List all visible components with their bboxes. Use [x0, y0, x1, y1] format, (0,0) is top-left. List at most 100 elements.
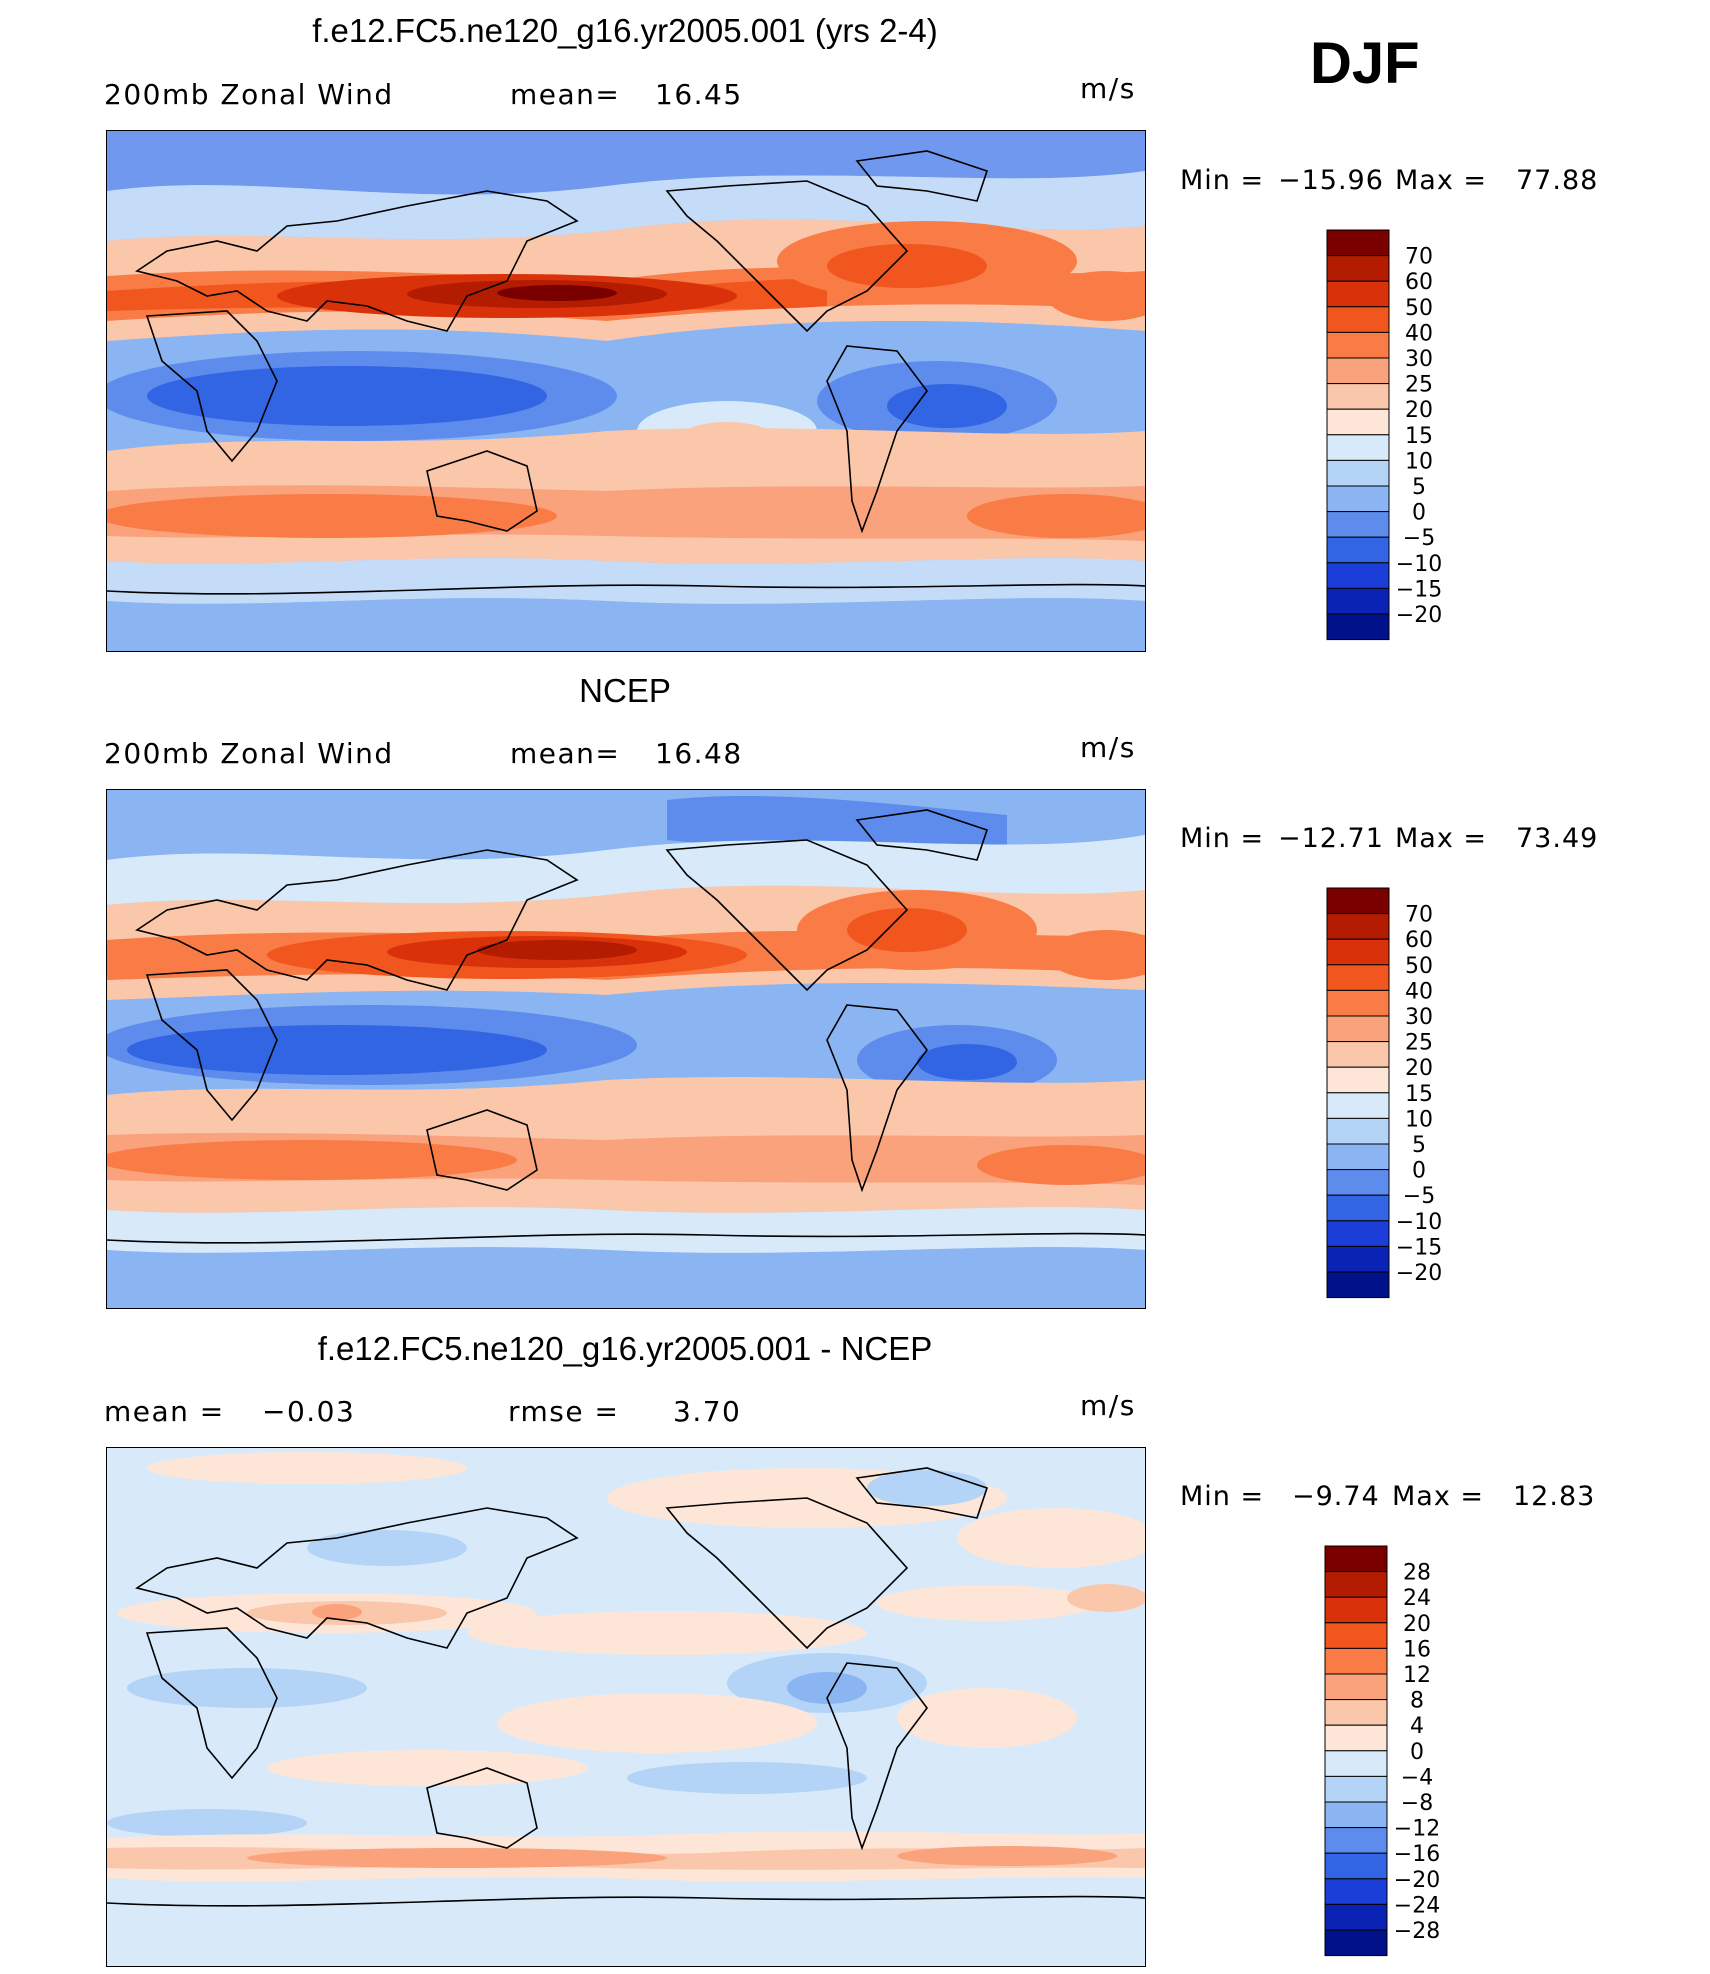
colorbar-swatch: [1326, 1041, 1390, 1068]
colorbar-label: 15: [1405, 1082, 1433, 1107]
colorbar-label: −4: [1401, 1765, 1433, 1790]
colorbar-label: −10: [1396, 552, 1442, 577]
panel-1-mean-label: mean=: [510, 78, 621, 111]
colorbar-label: 16: [1403, 1637, 1431, 1662]
colorbar-swatch: [1326, 1245, 1390, 1273]
colorbar-swatch: [1324, 1852, 1388, 1880]
colorbar-label: −15: [1396, 577, 1442, 602]
colorbar-label: 30: [1405, 1005, 1433, 1030]
colorbar-label: −20: [1394, 1868, 1440, 1893]
colorbar-label: 10: [1405, 449, 1433, 474]
colorbar-swatch: [1326, 587, 1390, 615]
colorbar-swatch: [1326, 913, 1390, 940]
panel-3-title: f.e12.FC5.ne120_g16.yr2005.001 - NCEP: [317, 1330, 933, 1367]
panel-3-units: m/s: [1080, 1389, 1136, 1422]
colorbar-label: 4: [1410, 1714, 1424, 1739]
colorbar-swatch: [1326, 1092, 1390, 1119]
colorbar-label: −8: [1401, 1791, 1433, 1816]
colorbar-swatch: [1326, 434, 1390, 461]
colorbar-swatch: [1326, 536, 1390, 564]
colorbar-swatch: [1326, 1015, 1390, 1043]
colorbar-swatch: [1326, 459, 1390, 487]
colorbar-label: −20: [1396, 603, 1442, 628]
colorbar-swatch: [1326, 562, 1390, 589]
colorbar-label: 30: [1405, 347, 1433, 372]
colorbar-label: 20: [1403, 1612, 1431, 1637]
colorbar-label: 25: [1405, 373, 1433, 398]
season-label: DJF: [1310, 31, 1420, 96]
panel-1-colorbar: 70 60 50 40 30 25 20 15 10 5 0 −5 −10 −15 −20: [1325, 229, 1485, 641]
panel-1-variable-label: 200mb Zonal Wind: [104, 78, 394, 111]
colorbar-label: 5: [1412, 1133, 1426, 1158]
colorbar-swatch: [1324, 1775, 1388, 1803]
colorbar-label: −10: [1396, 1210, 1442, 1235]
colorbar-label: 60: [1405, 270, 1433, 295]
colorbar-swatch: [1326, 613, 1390, 641]
colorbar-swatch: [1326, 1143, 1390, 1171]
panel-3-map-svg: [107, 1448, 1145, 1966]
colorbar-swatch: [1326, 383, 1390, 410]
panel-3-map: [106, 1447, 1146, 1967]
colorbar-label: 5: [1412, 475, 1426, 500]
colorbar-swatch: [1326, 255, 1390, 282]
colorbar-label: 15: [1405, 424, 1433, 449]
colorbar-swatch: [1326, 989, 1390, 1017]
colorbar-swatch: [1324, 1571, 1388, 1598]
panel-2-title: NCEP: [579, 672, 671, 709]
colorbar-label: 70: [1405, 245, 1433, 270]
colorbar-swatch: [1326, 1271, 1390, 1299]
colorbar-label: 8: [1410, 1689, 1424, 1714]
colorbar-swatch: [1324, 1724, 1388, 1752]
panel-3-min-label: Min =: [1180, 1481, 1265, 1512]
colorbar-swatch: [1326, 964, 1390, 991]
colorbar-swatch: [1324, 1545, 1388, 1573]
panel-2-map: [106, 789, 1146, 1309]
colorbar-label: −16: [1394, 1842, 1440, 1867]
panel-2-min-label: Min =: [1180, 823, 1265, 854]
colorbar-label: −5: [1403, 1184, 1435, 1209]
colorbar-swatch: [1326, 408, 1390, 436]
panel-2-max-value: 73.49: [1516, 823, 1599, 854]
colorbar-swatch: [1326, 887, 1390, 915]
colorbar-swatch: [1324, 1929, 1388, 1957]
colorbar-swatch: [1326, 485, 1390, 513]
panel-2-map-svg: [107, 790, 1145, 1308]
colorbar-swatch: [1326, 1169, 1390, 1196]
colorbar-label: 40: [1405, 979, 1433, 1004]
panel-2-units: m/s: [1080, 731, 1136, 764]
colorbar-label: 70: [1405, 903, 1433, 928]
panel-3-mean-value: −0.03: [262, 1395, 356, 1428]
panel-2-variable-label: 200mb Zonal Wind: [104, 737, 394, 770]
colorbar-swatch: [1324, 1878, 1388, 1905]
panel-2-max-label: Max =: [1395, 823, 1488, 854]
colorbar-swatch: [1326, 938, 1390, 966]
panel-3-max-value: 12.83: [1513, 1481, 1596, 1512]
colorbar-label: 0: [1412, 501, 1426, 526]
colorbar-swatch: [1324, 1827, 1388, 1854]
panel-1-map-svg: [107, 131, 1145, 651]
colorbar-swatch: [1324, 1903, 1388, 1931]
colorbar-label: 24: [1403, 1586, 1431, 1611]
panel-2-min-value: −12.71: [1278, 823, 1384, 854]
colorbar-label: 50: [1405, 954, 1433, 979]
colorbar-label: 12: [1403, 1663, 1431, 1688]
panel-1-min-label: Min =: [1180, 165, 1265, 196]
panel-1-units: m/s: [1080, 72, 1136, 105]
colorbar-swatch: [1326, 1117, 1390, 1145]
panel-3-colorbar: 28 24 20 16 12 8 4 0 −4 −8 −12 −16 −20 −24 −28: [1323, 1545, 1483, 1957]
panel-1-max-value: 77.88: [1516, 165, 1599, 196]
colorbar-label: 25: [1405, 1031, 1433, 1056]
colorbar-label: 0: [1412, 1159, 1426, 1184]
colorbar-label: −20: [1396, 1261, 1442, 1286]
panel-1-mean-value: 16.45: [655, 78, 743, 111]
colorbar-swatch: [1326, 1220, 1390, 1247]
panel-2-colorbar: 70 60 50 40 30 25 20 15 10 5 0 −5 −10 −15 −20: [1325, 887, 1485, 1299]
colorbar-label: −12: [1394, 1817, 1440, 1842]
colorbar-swatch: [1324, 1647, 1388, 1675]
colorbar-label: 60: [1405, 928, 1433, 953]
colorbar-swatch: [1326, 1066, 1390, 1094]
panel-1-max-label: Max =: [1395, 165, 1488, 196]
colorbar-label: 50: [1405, 296, 1433, 321]
colorbar-label: 10: [1405, 1107, 1433, 1132]
colorbar-swatch: [1324, 1622, 1388, 1649]
